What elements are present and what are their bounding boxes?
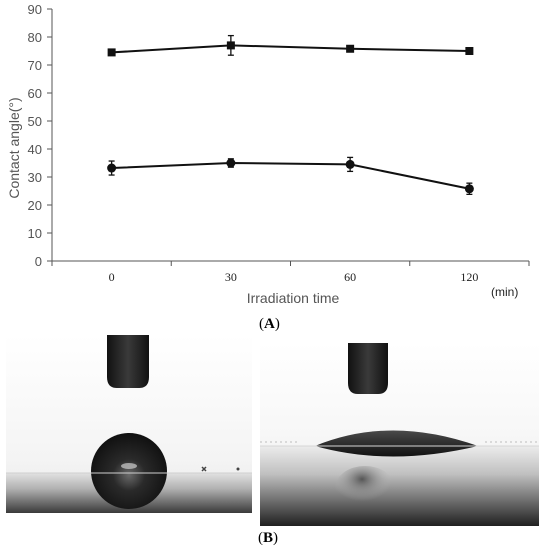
data-point [345, 159, 355, 169]
y-tick-label: 70 [28, 58, 42, 73]
chart-axes [47, 8, 530, 266]
droplet-photo-hydrophilic [260, 343, 539, 526]
x-tick-label: 60 [344, 270, 356, 284]
y-axis-label: Contact angle(°) [6, 97, 22, 198]
series-line [111, 161, 470, 190]
data-point [465, 47, 474, 55]
y-tick-label: 0 [35, 254, 42, 269]
y-tick-label: 90 [28, 2, 42, 17]
water-droplet [315, 430, 478, 457]
series-line [111, 44, 470, 54]
data-point [107, 48, 116, 57]
y-tick-label: 10 [28, 226, 42, 241]
y-tick-label: 40 [28, 142, 42, 157]
y-tick-labels: 0 10 20 30 40 50 60 70 80 90 [28, 2, 42, 269]
data-point [464, 184, 474, 194]
data-point [107, 163, 117, 173]
series-1 [107, 34, 474, 57]
chart-series [107, 34, 474, 196]
y-tick-label: 60 [28, 86, 42, 101]
y-tick-label: 80 [28, 30, 42, 45]
droplet-photo-hydrophobic [6, 335, 252, 513]
x-axis-unit: (min) [491, 285, 518, 299]
y-tick-label: 30 [28, 170, 42, 185]
y-tick-label: 20 [28, 198, 42, 213]
x-tick-label: 30 [225, 270, 237, 284]
y-tick-label: 50 [28, 114, 42, 129]
data-point [226, 41, 235, 50]
data-point [226, 158, 236, 168]
x-axis-label: Irradiation time [247, 290, 340, 305]
line-chart: 0 10 20 30 40 50 60 70 80 90 0 30 60 120 Contact ang… [6, 2, 530, 305]
x-tick-labels: 0 30 60 120 [109, 270, 479, 284]
x-tick-label: 0 [109, 270, 115, 284]
panel-b-label: (B) [258, 530, 279, 546]
substrate [260, 446, 539, 526]
series-2 [107, 156, 474, 196]
data-point [346, 44, 355, 53]
x-tick-label: 120 [460, 270, 478, 284]
panel-a-label: (A) [259, 316, 280, 332]
syringe-needle [348, 343, 388, 394]
syringe-needle [107, 335, 149, 388]
water-droplet [91, 433, 167, 509]
